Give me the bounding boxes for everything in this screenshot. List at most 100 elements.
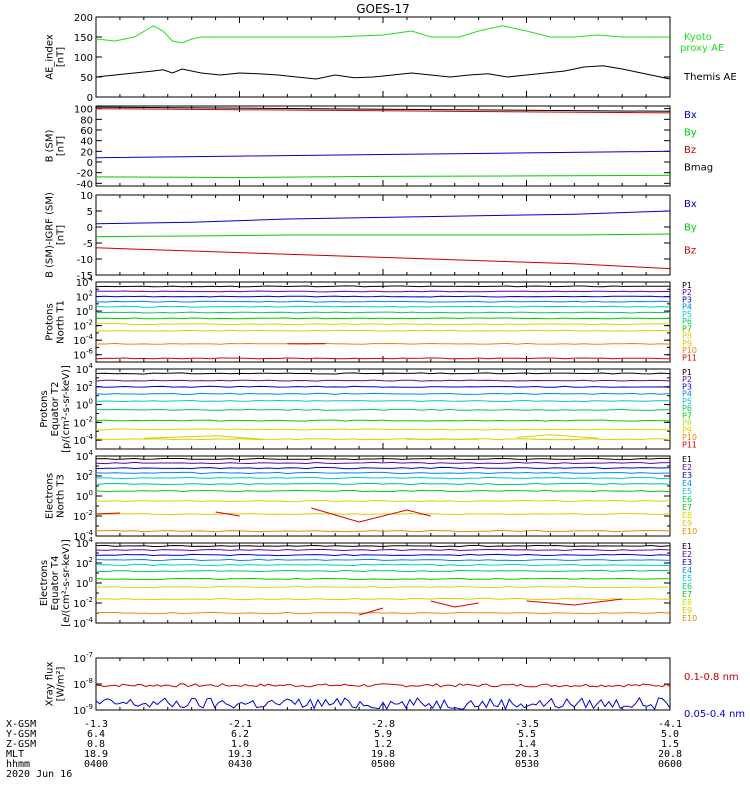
y-tick-label: 5 [87,207,93,218]
channel-p8 [96,323,670,326]
y-tick-label: 10-2 [73,415,93,429]
y-tick-label: 10-4 [73,333,93,347]
y-tick-label: 40 [80,137,93,148]
legend-bx: Bx [684,110,697,121]
y-tick-label: 104 [76,275,94,289]
ephemeris-value: 19.3 [228,749,252,760]
channel-label-p1: P1 [682,281,692,290]
y-tick-label: 100 [76,576,93,590]
y-tick-label: -10 [77,255,93,266]
channel-fragment [526,598,623,606]
ephemeris-label-x-gsm: X-GSM [6,719,36,730]
y-tick-label: 10-9 [73,703,93,717]
legend-bmag: Bmag [684,163,713,174]
series-group [96,372,670,441]
channel-e3 [96,553,670,557]
ephemeris-label-hhmm: hhmm [6,759,30,770]
channel-e7 [96,489,670,493]
y-tick-label: 10-4 [73,433,93,447]
ephemeris-value: -2.8 [371,719,395,730]
y-tick-label: 0 [87,93,93,104]
channel-label-p7: P7 [682,324,692,333]
y-axis-label: [nT] [56,225,67,245]
channel-label-e2: E2 [682,463,692,472]
ephemeris-label-z-gsm: Z-GSM [6,739,36,750]
ephemeris-value: -2.1 [228,719,252,730]
channel-e1 [96,457,670,461]
date-label: 2020 Jun 16 [6,769,72,780]
channel-fragment [311,507,431,523]
channel-fragment [516,434,599,439]
ephemeris-label-y-gsm: Y-GSM [6,729,36,740]
panel-frame [95,281,671,363]
y-axis-label: Electrons [39,560,50,606]
channel-p9 [96,329,670,332]
legend-by: By [684,222,697,233]
channel-p2 [96,379,670,382]
y-tick-label: -15 [77,271,93,282]
channel-label-p9: P9 [682,339,692,348]
series-bz [96,108,670,114]
channel-label-p5: P5 [682,310,692,319]
series-group [96,457,670,533]
series-by [96,233,670,238]
channel-e4 [96,471,670,475]
ephemeris-value: 0430 [228,759,252,770]
channel-e6 [96,482,670,486]
channel-fragment [143,435,264,440]
series-group [96,285,670,360]
channel-fragment [215,511,240,517]
series-by [96,174,670,179]
channel-label-p3: P3 [682,295,692,304]
channel-e7 [96,577,670,581]
y-axis-label: [p/(cm²-s-sr-keV)] [61,365,72,453]
ephemeris-value: 1.5 [661,739,679,750]
series-group [96,210,670,270]
channel-p1 [96,372,670,375]
y-tick-label: 102 [76,380,93,394]
panel-frame [95,16,671,98]
legend-themis-ae: Themis AE [683,72,737,83]
channel-e9 [96,597,670,601]
y-tick-label: 10 [80,191,93,202]
y-tick-label: 10-2 [73,509,93,523]
series-bx [96,210,670,225]
channel-e8 [96,499,670,503]
y-tick-label: 150 [74,33,93,44]
ephemeris-value: 5.0 [661,729,679,740]
panel-xray: 10-7 10-8 10-9 Xray flux [W/m²] 0.1-0.8 nm 0.0… [45,651,746,720]
y-axis-label: Equator T4 [50,556,61,611]
ephemeris-value: 5.5 [518,729,536,740]
legend-bz: Bz [684,246,696,257]
series-short-xray [96,696,670,710]
panel-ee: 104 102 100 10-2 10-4 Electrons Equator T4 [e/(… [39,536,697,630]
legend-proxy-ae: proxy AE [680,43,724,54]
ephemeris-value: 1.0 [231,739,249,750]
channel-label-p8: P8 [682,419,692,428]
y-tick-label: 104 [76,449,94,463]
channel-label-p9: P9 [682,426,692,435]
y-axis-label: [e/(cm²-s-sr-keV)] [61,539,72,627]
y-tick-label: 100 [76,304,93,318]
y-tick-label: 60 [80,126,93,137]
channel-e8 [96,585,670,589]
y-axis-label: North T1 [56,300,67,344]
channel-label-e1: E1 [682,455,692,464]
channel-label-p11: P11 [682,353,697,362]
ephemeris-value: 0600 [658,759,682,770]
ephemeris-value: 1.2 [374,739,392,750]
channel-p5 [96,305,670,308]
y-axis-label: North T3 [56,474,67,518]
ephemeris-label-mlt: MLT [6,749,24,760]
channel-label-p2: P2 [682,375,692,384]
channel-label-e1: E1 [682,542,692,551]
y-tick-label: 0 [87,223,93,234]
y-tick-label: 102 [76,469,93,483]
channel-label-e4: E4 [682,566,692,575]
ephemeris-value: 0400 [84,759,108,770]
channel-label-e10: E10 [682,527,697,536]
channel-e10 [96,611,670,615]
legend-short-xray: 0.05-0.4 nm [684,709,745,720]
y-tick-label: -20 [77,169,93,180]
